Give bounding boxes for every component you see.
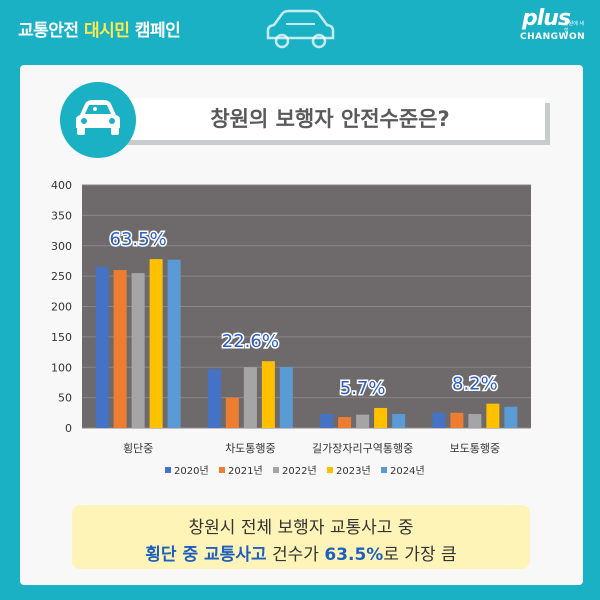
bar xyxy=(338,417,352,428)
summary-line-1: 창원시 전체 보행자 교통사고 중 xyxy=(188,518,414,538)
logo-plus-text: plus xyxy=(522,6,571,31)
bar xyxy=(261,361,275,428)
logo-changwon-text: CHANGWON xyxy=(520,32,586,42)
summary-highlight-percent: 63.5% xyxy=(324,545,384,565)
y-tick-label: 150 xyxy=(51,331,72,344)
bar xyxy=(279,367,293,428)
bar xyxy=(167,259,181,428)
y-tick-label: 350 xyxy=(51,209,72,222)
y-tick-label: 300 xyxy=(51,240,72,253)
y-tick-label: 250 xyxy=(51,270,72,283)
x-tick-label: 길가장자리구역통행중 xyxy=(312,442,413,455)
y-tick-label: 50 xyxy=(58,392,72,405)
legend-label: 2024년 xyxy=(390,465,425,477)
bar xyxy=(149,259,163,428)
x-tick-label: 횡단중 xyxy=(123,442,153,455)
campaign-title: 교통안전 대시민 캠페인 xyxy=(18,16,181,41)
legend-swatch xyxy=(165,467,171,473)
bar xyxy=(356,414,370,428)
bar xyxy=(504,406,518,428)
summary-text-count: 건수가 xyxy=(266,545,325,565)
legend-swatch xyxy=(273,467,279,473)
y-tick-label: 400 xyxy=(51,179,72,192)
page-title: 창원의 보행자 안전수준은? xyxy=(210,107,450,131)
legend-label: 2023년 xyxy=(336,465,371,477)
summary-text-largest: 로 가장 큼 xyxy=(383,545,457,565)
summary-box: 창원시 전체 보행자 교통사고 중 횡단 중 교통사고 건수가 63.5%로 가… xyxy=(72,505,530,569)
legend-swatch xyxy=(381,467,387,473)
car-outline-icon xyxy=(266,9,335,49)
bar xyxy=(243,367,257,428)
plus-changwon-logo: plus 창원에 새 힘 CHANGWON xyxy=(514,6,586,48)
y-tick-label: 200 xyxy=(51,301,72,314)
bar xyxy=(392,414,406,428)
data-label: 8.2% xyxy=(452,374,498,395)
x-tick-label: 차도통행중 xyxy=(225,442,276,455)
campaign-title-part3: 캠페인 xyxy=(134,21,181,41)
legend-swatch xyxy=(219,467,225,473)
car-badge-icon xyxy=(60,82,136,158)
data-label: 22.6% xyxy=(222,331,279,352)
legend-label: 2020년 xyxy=(174,465,209,477)
summary-line-2: 횡단 중 교통사고 건수가 63.5%로 가장 큼 xyxy=(72,540,530,565)
car-front-icon xyxy=(76,100,120,135)
legend-label: 2022년 xyxy=(282,465,317,477)
legend-label: 2021년 xyxy=(228,465,263,477)
y-tick-label: 100 xyxy=(51,361,72,374)
x-tick-label: 보도통행중 xyxy=(450,442,501,455)
bar xyxy=(320,414,334,428)
bar xyxy=(95,267,109,428)
bar xyxy=(374,407,388,428)
data-label: 63.5% xyxy=(110,229,167,250)
bar xyxy=(450,412,464,428)
bar xyxy=(207,369,221,428)
bar xyxy=(113,270,127,428)
summary-highlight-crossing: 횡단 중 교통사고 xyxy=(145,545,267,565)
title-banner: 창원의 보행자 안전수준은? xyxy=(115,98,545,140)
data-label: 5.7% xyxy=(340,378,386,399)
bar xyxy=(432,412,446,428)
legend-swatch xyxy=(327,467,333,473)
bar xyxy=(486,403,500,428)
logo-small-text: 창원에 새 힘 xyxy=(564,21,584,34)
bar xyxy=(131,273,145,428)
bar xyxy=(225,397,239,428)
campaign-title-part1: 교통안전 xyxy=(18,21,79,41)
y-tick-label: 0 xyxy=(65,422,72,435)
campaign-title-highlight: 대시민 xyxy=(83,21,130,41)
bar xyxy=(468,414,482,428)
top-bar: 교통안전 대시민 캠페인 plus 창원에 새 힘 CHANGWON xyxy=(0,0,600,58)
